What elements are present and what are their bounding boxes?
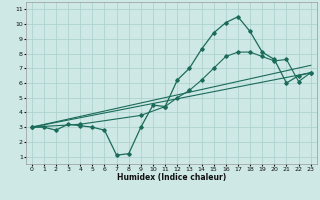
X-axis label: Humidex (Indice chaleur): Humidex (Indice chaleur) (116, 173, 226, 182)
